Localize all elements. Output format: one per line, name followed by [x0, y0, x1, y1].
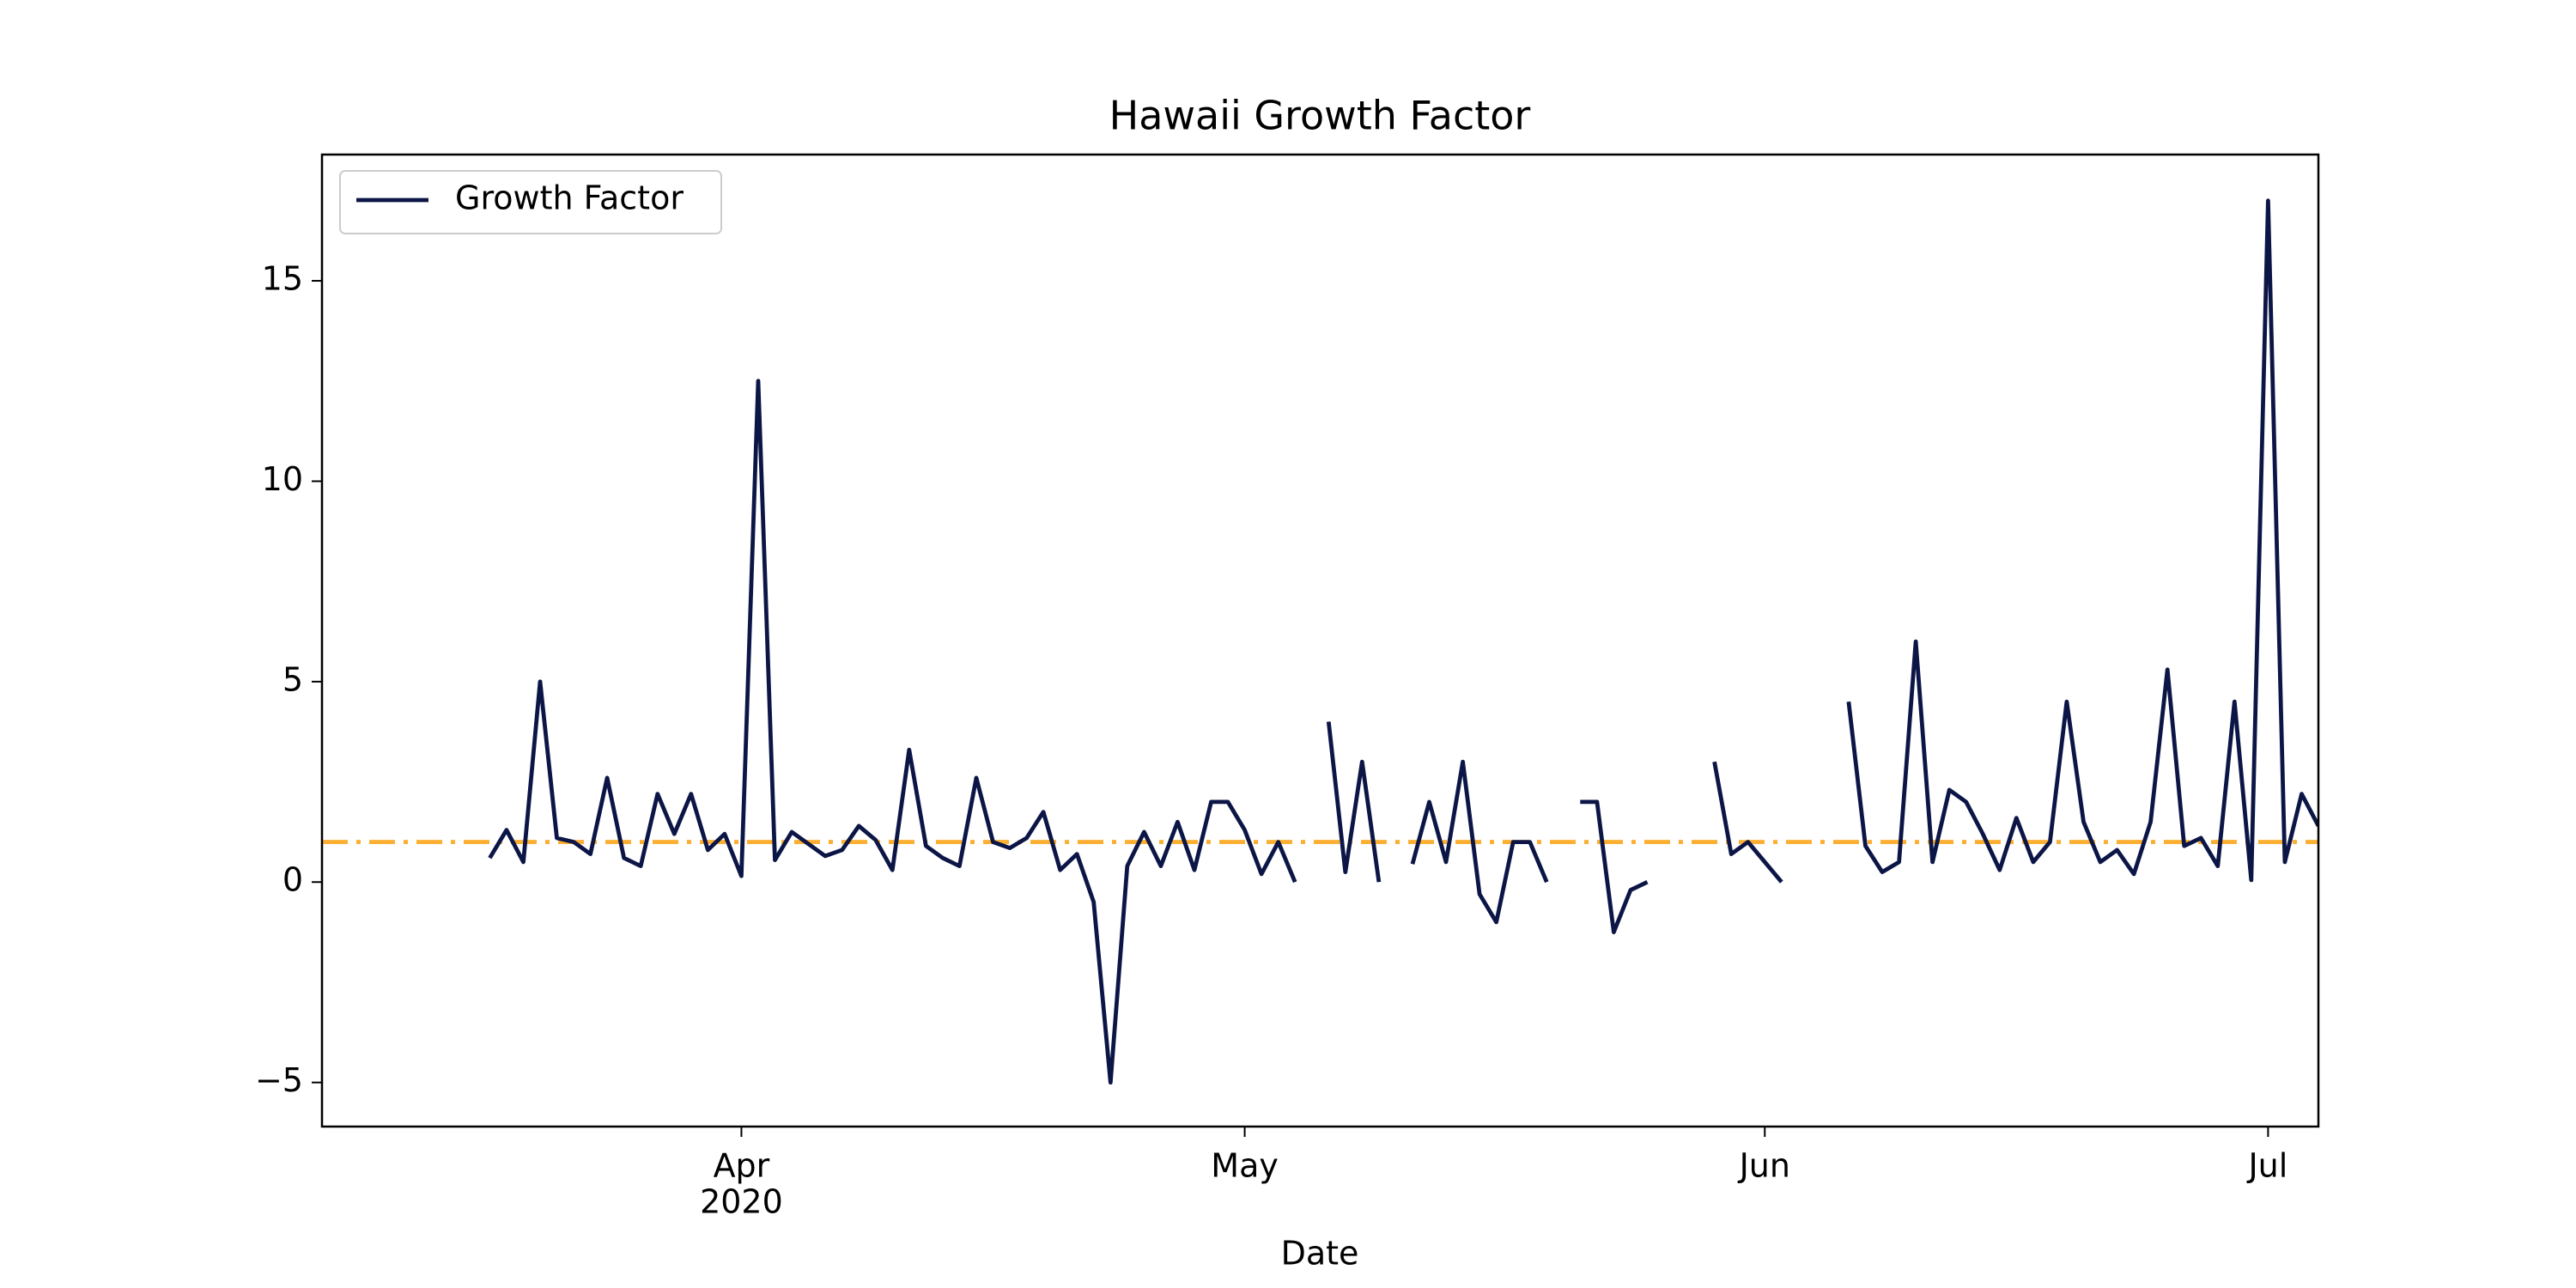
plot-frame	[320, 153, 2320, 1128]
y-tick-label: 0	[283, 861, 303, 899]
x-tick-label: Jun	[1738, 1147, 1790, 1185]
chart-title: Hawaii Growth Factor	[1109, 93, 1531, 139]
y-tick-label: 15	[262, 260, 303, 298]
legend-box	[339, 170, 722, 234]
legend-label: Growth Factor	[455, 179, 683, 217]
y-tick-label: 5	[283, 660, 303, 698]
x-tick-label: May	[1211, 1147, 1279, 1185]
x-tick-label: Jul	[2246, 1147, 2287, 1185]
y-tick-label: 10	[262, 460, 303, 498]
y-tick-label: −5	[255, 1061, 303, 1099]
x-axis-label: Date	[1281, 1235, 1359, 1273]
x-tick-label: 2020	[700, 1183, 783, 1221]
data-line	[488, 198, 2318, 1085]
x-tick-label: Apr	[714, 1147, 770, 1185]
